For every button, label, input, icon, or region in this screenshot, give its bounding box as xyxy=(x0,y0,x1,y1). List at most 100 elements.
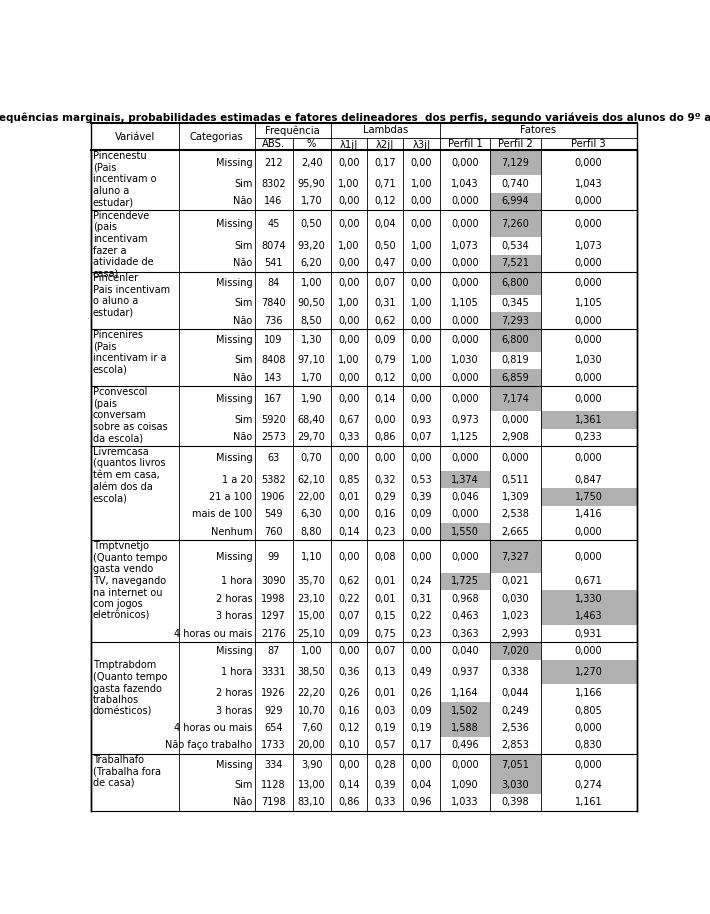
Text: 0,398: 0,398 xyxy=(501,797,529,807)
Bar xyxy=(490,776,540,793)
Text: 0,01: 0,01 xyxy=(338,492,359,502)
Text: Sim: Sim xyxy=(234,356,252,366)
Text: 63: 63 xyxy=(268,453,280,463)
Text: 0,671: 0,671 xyxy=(575,577,603,587)
Text: 0,15: 0,15 xyxy=(374,611,396,622)
Text: Perfil 3: Perfil 3 xyxy=(572,139,606,149)
Text: 0,00: 0,00 xyxy=(411,158,432,168)
Text: 2,40: 2,40 xyxy=(301,158,322,168)
Text: 1,125: 1,125 xyxy=(451,432,479,442)
Text: 1926: 1926 xyxy=(261,688,286,698)
Text: 0,22: 0,22 xyxy=(411,611,432,622)
Text: 0,22: 0,22 xyxy=(338,594,360,604)
Text: 1 hora: 1 hora xyxy=(221,577,252,587)
Text: 334: 334 xyxy=(264,760,283,771)
Bar xyxy=(439,573,490,590)
Text: 95,90: 95,90 xyxy=(297,179,325,189)
Bar xyxy=(540,608,637,625)
Text: 3090: 3090 xyxy=(261,577,286,587)
Text: 167: 167 xyxy=(264,394,283,404)
Text: Pincenires
(Pais
incentivam ir a
escola): Pincenires (Pais incentivam ir a escola) xyxy=(92,330,166,375)
Text: 0,740: 0,740 xyxy=(501,179,529,189)
Bar xyxy=(540,411,637,429)
Text: 0,00: 0,00 xyxy=(411,315,432,325)
Text: 0,67: 0,67 xyxy=(338,415,359,425)
Text: 2,853: 2,853 xyxy=(501,740,530,750)
Text: 1,073: 1,073 xyxy=(575,241,603,251)
Text: 109: 109 xyxy=(264,335,283,345)
Text: 1,550: 1,550 xyxy=(451,526,479,537)
Text: 654: 654 xyxy=(264,723,283,733)
Text: 1,750: 1,750 xyxy=(574,492,603,502)
Text: 1,033: 1,033 xyxy=(451,797,479,807)
Text: 0,96: 0,96 xyxy=(411,797,432,807)
Text: 0,07: 0,07 xyxy=(374,646,396,656)
Text: 0,00: 0,00 xyxy=(338,218,359,228)
Text: 1,502: 1,502 xyxy=(451,706,479,716)
Text: 7,327: 7,327 xyxy=(501,551,530,561)
Bar xyxy=(490,255,540,272)
Text: 0,000: 0,000 xyxy=(451,279,479,289)
Text: 45: 45 xyxy=(268,218,280,228)
Text: 84: 84 xyxy=(268,279,280,289)
Text: 760: 760 xyxy=(264,526,283,537)
Text: 7,051: 7,051 xyxy=(501,760,530,771)
Text: 0,14: 0,14 xyxy=(374,394,396,404)
Text: 3 horas: 3 horas xyxy=(216,611,252,622)
Text: 0,030: 0,030 xyxy=(501,594,529,604)
Text: 0,07: 0,07 xyxy=(338,611,359,622)
Text: 0,000: 0,000 xyxy=(575,315,603,325)
Text: 0,000: 0,000 xyxy=(451,315,479,325)
Text: 0,021: 0,021 xyxy=(501,577,529,587)
Text: 0,046: 0,046 xyxy=(451,492,479,502)
Text: 1,00: 1,00 xyxy=(411,241,432,251)
Text: 0,08: 0,08 xyxy=(374,551,396,561)
Text: 6,859: 6,859 xyxy=(501,373,529,383)
Text: 1297: 1297 xyxy=(261,611,286,622)
Text: Sim: Sim xyxy=(234,241,252,251)
Text: 1,105: 1,105 xyxy=(575,298,603,308)
Text: 929: 929 xyxy=(264,706,283,716)
Text: 93,20: 93,20 xyxy=(297,241,325,251)
Text: 5382: 5382 xyxy=(261,474,286,484)
Text: 7,293: 7,293 xyxy=(501,315,530,325)
Text: 1,725: 1,725 xyxy=(451,577,479,587)
Text: %: % xyxy=(307,139,316,149)
Text: 1,90: 1,90 xyxy=(301,394,322,404)
Text: 0,71: 0,71 xyxy=(374,179,396,189)
Text: 2176: 2176 xyxy=(261,629,286,639)
Text: 7840: 7840 xyxy=(261,298,286,308)
Text: Não: Não xyxy=(233,373,252,383)
Text: 7,129: 7,129 xyxy=(501,158,530,168)
Text: 0,86: 0,86 xyxy=(374,432,396,442)
Text: 0,09: 0,09 xyxy=(338,629,359,639)
Text: 1,00: 1,00 xyxy=(411,298,432,308)
Text: 1,023: 1,023 xyxy=(501,611,529,622)
Text: 7,60: 7,60 xyxy=(301,723,322,733)
Bar xyxy=(439,702,490,719)
Text: Não faço trabalho: Não faço trabalho xyxy=(165,740,252,750)
Text: 1,10: 1,10 xyxy=(301,551,322,561)
Text: 0,13: 0,13 xyxy=(374,667,396,677)
Text: 1,166: 1,166 xyxy=(575,688,603,698)
Text: 0,00: 0,00 xyxy=(338,279,359,289)
Text: 0,04: 0,04 xyxy=(411,780,432,790)
Text: 0,00: 0,00 xyxy=(338,646,359,656)
Bar xyxy=(490,387,540,411)
Text: 0,00: 0,00 xyxy=(411,335,432,345)
Text: 0,511: 0,511 xyxy=(501,474,529,484)
Text: 0,93: 0,93 xyxy=(411,415,432,425)
Text: Tmptvnetjo
(Quanto tempo
gasta vendo
TV, navegando
na internet ou
com jogos
elet: Tmptvnetjo (Quanto tempo gasta vendo TV,… xyxy=(92,541,167,621)
Text: 0,00: 0,00 xyxy=(411,453,432,463)
Text: 0,17: 0,17 xyxy=(411,740,432,750)
Text: 0,00: 0,00 xyxy=(338,453,359,463)
Text: 0,00: 0,00 xyxy=(338,509,359,519)
Text: 1,70: 1,70 xyxy=(301,373,322,383)
Text: Missing: Missing xyxy=(216,551,252,561)
Text: 0,19: 0,19 xyxy=(374,723,396,733)
Text: 6,30: 6,30 xyxy=(301,509,322,519)
Text: 212: 212 xyxy=(264,158,283,168)
Text: 0,000: 0,000 xyxy=(575,197,603,207)
Text: 0,14: 0,14 xyxy=(338,780,359,790)
Bar xyxy=(490,754,540,776)
